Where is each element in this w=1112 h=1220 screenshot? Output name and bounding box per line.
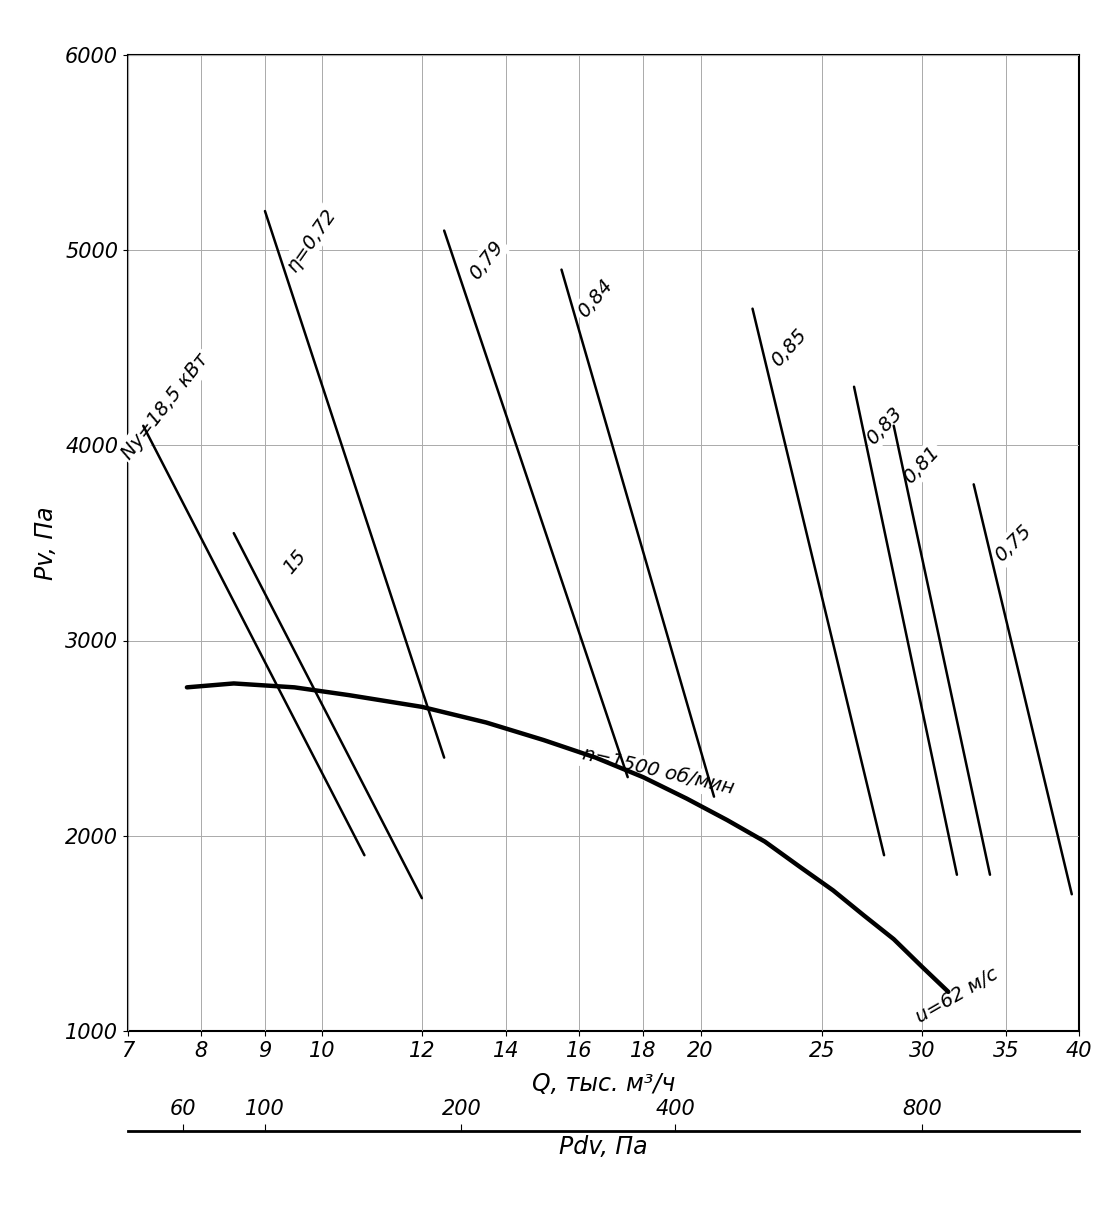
Text: Pdv, Па: Pdv, Па xyxy=(559,1135,647,1159)
Text: 15: 15 xyxy=(279,547,310,578)
Text: 0,75: 0,75 xyxy=(992,521,1035,565)
Text: 0,81: 0,81 xyxy=(900,443,943,487)
Text: η=0,72: η=0,72 xyxy=(282,205,340,276)
Text: 0,79: 0,79 xyxy=(465,237,507,283)
X-axis label: Q, тыс. м³/ч: Q, тыс. м³/ч xyxy=(532,1071,675,1096)
Text: 0,83: 0,83 xyxy=(862,404,906,448)
Text: 0,84: 0,84 xyxy=(575,276,617,322)
Text: n=1500 об/мин: n=1500 об/мин xyxy=(580,744,736,798)
Text: 0,85: 0,85 xyxy=(767,326,810,370)
Y-axis label: Pv, Па: Pv, Па xyxy=(34,506,58,580)
Text: u=62 м/с: u=62 м/с xyxy=(913,965,1002,1027)
Text: Ny=18,5 кВт: Ny=18,5 кВт xyxy=(119,350,212,462)
